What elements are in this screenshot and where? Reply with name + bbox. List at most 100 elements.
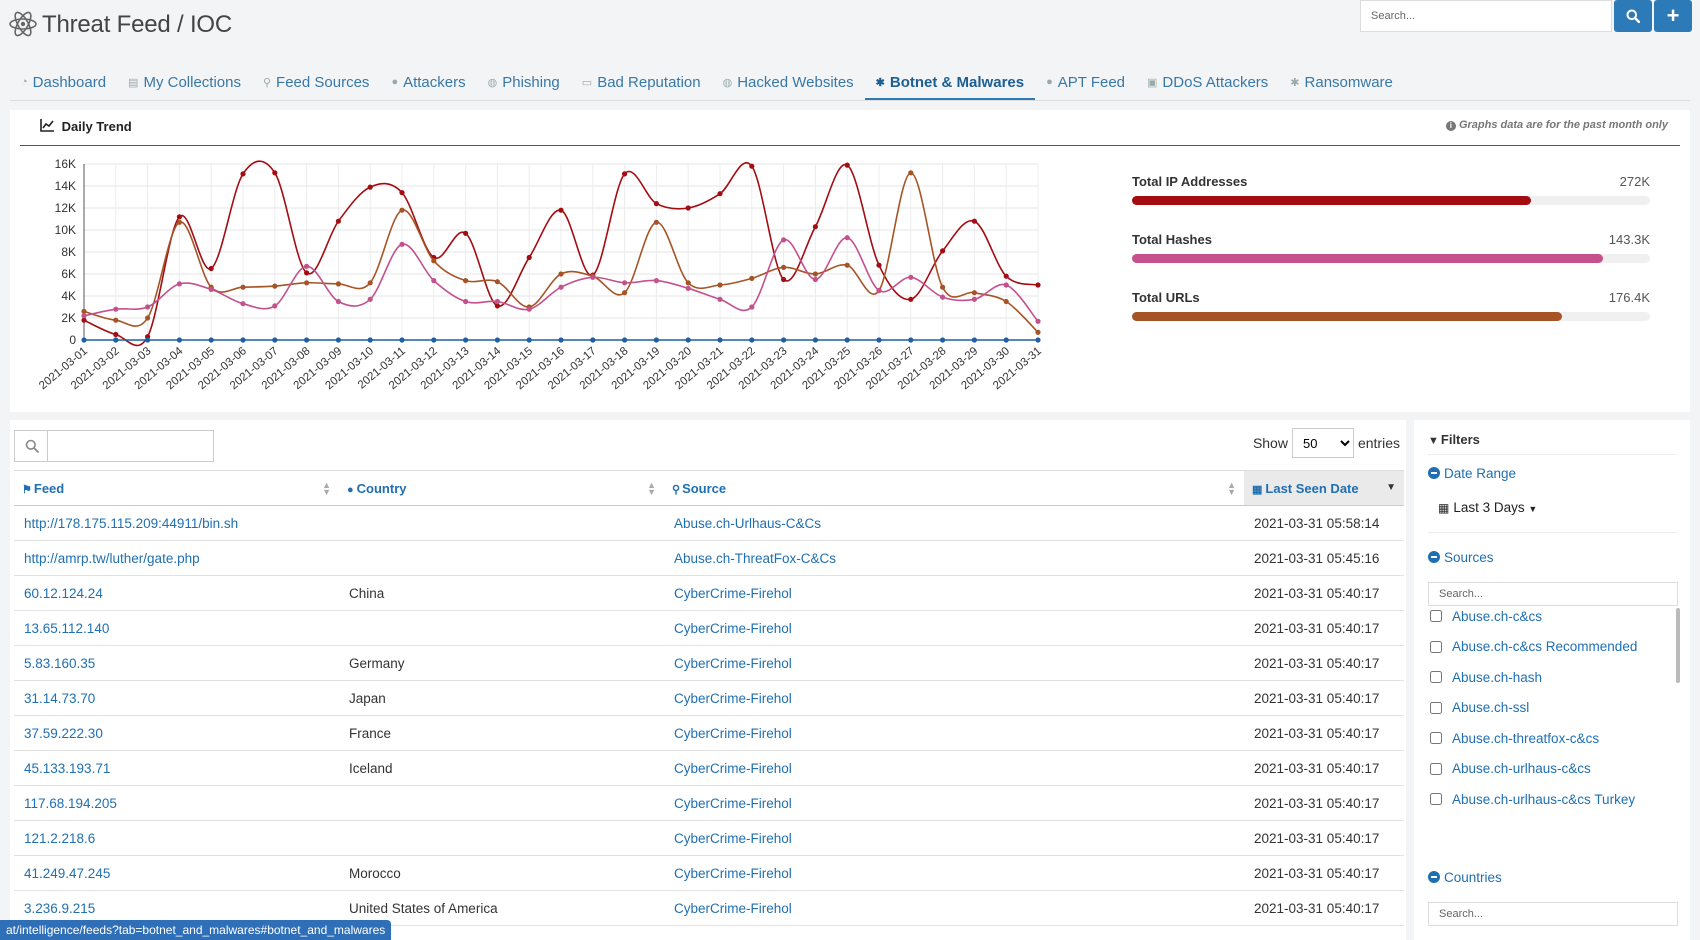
cell-country [339,505,664,541]
date-range-select[interactable]: ▦ Last 3 Days ▼ [1438,500,1537,515]
data-point [844,235,850,241]
feed-link[interactable]: 31.14.73.70 [24,690,96,706]
tab-feed-sources[interactable]: ⚲ Feed Sources [252,66,380,98]
source-checkbox[interactable] [1430,640,1442,653]
source-filter-item[interactable]: Abuse.ch-c&cs Recommended [1430,637,1637,657]
source-link[interactable]: CyberCrime-Firehol [674,655,792,671]
feed-link[interactable]: 45.133.193.71 [24,760,111,776]
source-link[interactable]: CyberCrime-Firehol [674,760,792,776]
tab-hacked-websites[interactable]: ◍ Hacked Websites [712,66,865,98]
data-point [908,170,914,176]
table-search-input[interactable] [47,431,213,461]
source-filter-item[interactable]: Abuse.ch-threatfox-c&cs [1430,728,1599,748]
add-button[interactable]: + [1654,0,1692,32]
source-filter-item[interactable]: Abuse.ch-ssl [1430,698,1529,718]
stat-progress-track [1132,312,1650,321]
entries-select[interactable]: 50 [1291,428,1354,458]
column-last-seen[interactable]: ▦ Last Seen Date ▼ [1244,470,1404,506]
feed-link[interactable]: 37.59.222.30 [24,725,103,741]
tab-attackers[interactable]: ● Attackers [380,66,476,98]
source-filter-item[interactable]: Abuse.ch-urlhaus-c&cs [1430,759,1591,779]
sources-toggle[interactable]: Sources [1428,550,1494,565]
data-point [876,337,882,343]
data-point [940,337,946,343]
y-tick-label: 0 [69,333,76,347]
source-checkbox[interactable] [1430,732,1442,744]
source-checkbox[interactable] [1430,610,1442,622]
tab-botnet-malwares[interactable]: ✱ Botnet & Malwares [864,66,1036,100]
tab-dashboard[interactable]: ◔ Dashboard [10,66,117,98]
cell-source: CyberCrime-Firehol [664,715,1244,751]
stat-label: Total URLs [1132,290,1200,305]
column-source[interactable]: ⚲ Source ▲ ▼ [664,470,1244,506]
tab-phishing[interactable]: ◍ Phishing [477,66,571,98]
source-checkbox[interactable] [1430,762,1442,775]
feed-link[interactable]: 3.236.9.215 [24,900,96,916]
source-link[interactable]: CyberCrime-Firehol [674,620,792,636]
data-point [176,219,182,225]
feed-link[interactable]: 117.68.194.205 [24,795,117,811]
source-filter-item[interactable]: Abuse.ch-urlhaus-c&cs Turkey [1430,789,1635,809]
source-filter-item[interactable]: Abuse.ch-c&cs [1430,606,1542,626]
feed-link[interactable]: 60.12.124.24 [24,585,103,601]
info-icon: i [1445,121,1456,131]
data-point [272,337,278,343]
feed-link[interactable]: 41.249.47.245 [24,865,111,881]
source-link[interactable]: Abuse.ch-Urlhaus-C&Cs [674,515,822,531]
cell-source: CyberCrime-Firehol [664,820,1244,856]
search-button[interactable] [1614,0,1652,32]
column-country[interactable]: ● Country ▲ ▼ [339,470,664,506]
network-icon: ▣ [1147,76,1158,89]
source-link[interactable]: CyberCrime-Firehol [674,830,792,846]
source-link[interactable]: Abuse.ch-ThreatFox-C&Cs [674,550,837,566]
data-point [304,337,310,343]
global-search-input[interactable] [1360,0,1612,32]
date-range-toggle[interactable]: Date Range [1428,466,1516,481]
source-checkbox[interactable] [1430,793,1442,805]
y-tick-label: 10K [55,223,76,237]
countries-toggle[interactable]: Countries [1428,870,1502,885]
feed-link[interactable]: 13.65.112.140 [24,620,110,636]
data-point [717,296,723,302]
tab-bad-reputation[interactable]: ▭ Bad Reputation [571,66,712,98]
cell-source: Abuse.ch-ThreatFox-C&Cs [664,540,1244,576]
source-filter-item[interactable]: Abuse.ch-hash [1430,667,1542,687]
source-link[interactable]: CyberCrime-Firehol [674,585,792,601]
data-point [367,184,373,190]
data-point [399,190,405,196]
source-link[interactable]: CyberCrime-Firehol [674,690,792,706]
countries-label: Countries [1444,870,1502,885]
stat-progress-track [1132,254,1650,263]
daily-trend-panel: Daily Trend i Graphs data are for the pa… [10,110,1690,412]
source-checkbox[interactable] [1430,671,1442,683]
series-line-1 [83,171,1039,333]
y-tick-label: 14K [55,179,76,193]
tab-my-collections[interactable]: ▤ My Collections [117,66,252,98]
feed-link[interactable]: http://178.175.115.209:44911/bin.sh [24,515,239,531]
column-source-label: Source [682,480,727,496]
cell-last-seen: 2021-03-31 05:40:17 [1244,680,1404,716]
data-point [844,162,850,168]
feed-link[interactable]: http://amrp.tw/luther/gate.php [24,550,200,566]
column-feed[interactable]: ⚑ Feed ▲ ▼ [14,470,339,506]
status-bar-url: at/intelligence/feeds?tab=botnet_and_mal… [0,920,392,940]
tab-ransomware[interactable]: ✱ Ransomware [1279,66,1404,98]
feed-link[interactable]: 5.83.160.35 [24,655,96,671]
source-checkbox[interactable] [1430,701,1442,714]
countries-search-input[interactable] [1428,902,1678,926]
source-filter-label: Abuse.ch-c&cs Recommended [1452,639,1638,654]
nav-tabs: ◔ Dashboard ▤ My Collections ⚲ Feed Sources ● A… [10,66,1404,100]
feed-link[interactable]: 121.2.218.6 [24,830,96,846]
tab-ddos-attackers[interactable]: ▣ DDoS Attackers [1136,66,1279,98]
source-link[interactable]: CyberCrime-Firehol [674,900,792,916]
sources-scrollbar[interactable] [1676,608,1680,683]
source-link[interactable]: CyberCrime-Firehol [674,865,792,881]
data-point [208,286,214,292]
tab-apt-feed[interactable]: ● APT Feed [1035,66,1136,98]
source-link[interactable]: CyberCrime-Firehol [674,725,792,741]
data-point [717,282,723,288]
data-point [781,237,787,243]
source-link[interactable]: CyberCrime-Firehol [674,795,792,811]
sources-search-input[interactable] [1428,582,1678,606]
data-point [145,337,151,343]
